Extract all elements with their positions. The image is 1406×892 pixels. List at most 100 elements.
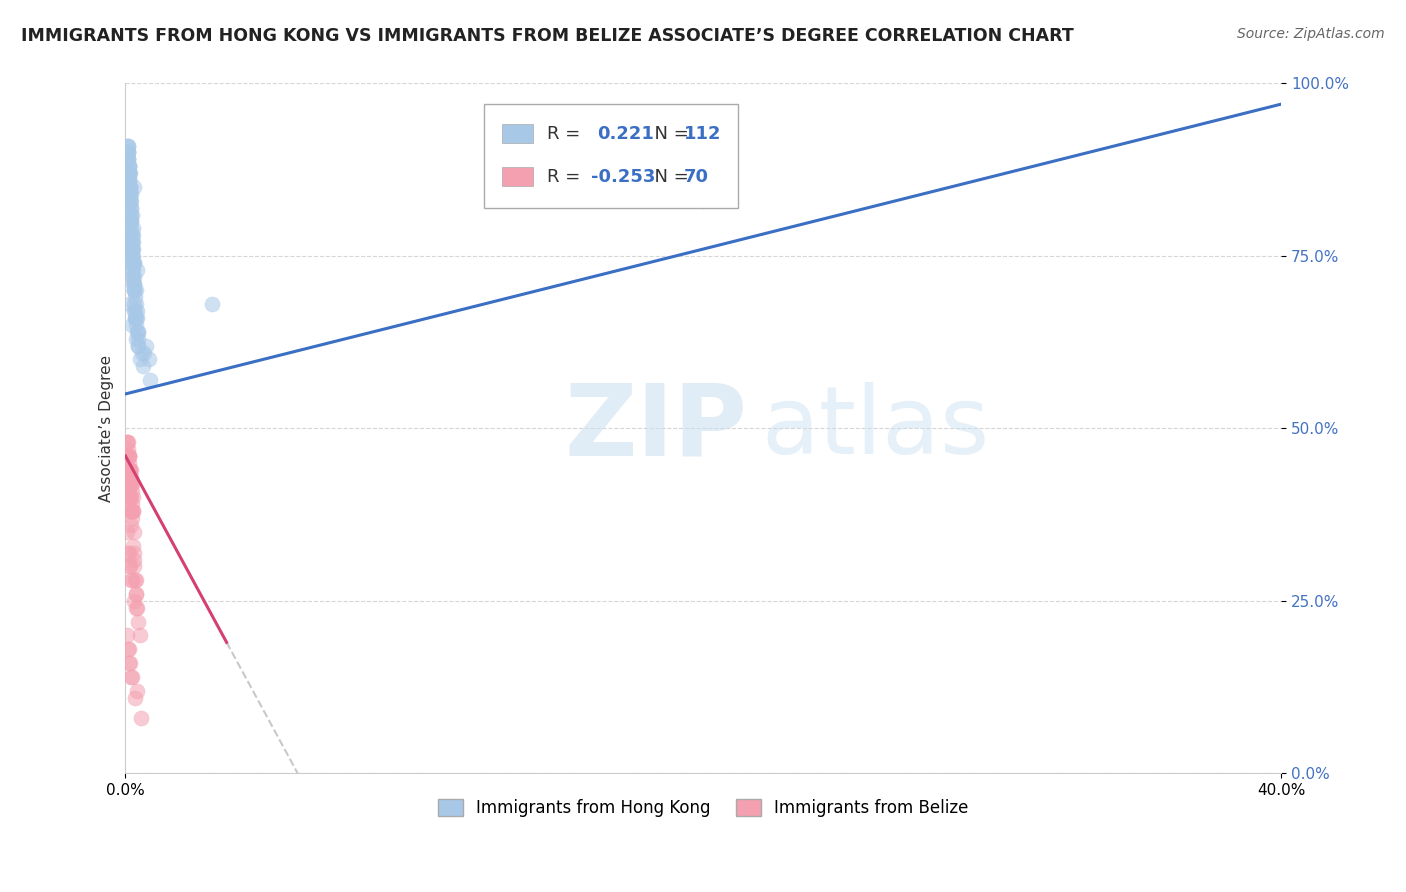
Point (120, 518, 142, 533)
Point (115, 463, 138, 477)
Point (120, 491, 142, 505)
Point (115, 435, 138, 450)
Point (118, 159, 141, 173)
Point (115, 449, 138, 463)
Point (138, 352, 160, 367)
Point (125, 683, 148, 698)
Point (121, 491, 143, 505)
Point (124, 573, 146, 587)
FancyBboxPatch shape (502, 168, 533, 186)
Point (117, 491, 139, 505)
Point (121, 476, 143, 491)
Point (121, 262, 143, 277)
Point (132, 359, 155, 374)
Point (131, 345, 153, 359)
Point (122, 180, 145, 194)
Point (121, 256, 143, 270)
Point (118, 166, 141, 180)
Text: R =: R = (547, 168, 586, 186)
Point (121, 249, 143, 263)
Legend: Immigrants from Hong Kong, Immigrants from Belize: Immigrants from Hong Kong, Immigrants fr… (432, 792, 976, 823)
Point (124, 304, 146, 318)
Point (201, 297, 224, 311)
Point (121, 242, 143, 256)
Point (131, 711, 153, 725)
Point (121, 242, 143, 256)
Point (120, 221, 142, 235)
Point (124, 297, 146, 311)
Point (122, 256, 145, 270)
Point (121, 262, 143, 277)
Point (120, 476, 142, 491)
Point (122, 524, 145, 539)
Point (120, 214, 142, 228)
Text: IMMIGRANTS FROM HONG KONG VS IMMIGRANTS FROM BELIZE ASSOCIATE’S DEGREE CORRELATI: IMMIGRANTS FROM HONG KONG VS IMMIGRANTS … (21, 27, 1074, 45)
Point (120, 208, 142, 222)
Point (127, 615, 149, 629)
Point (121, 573, 143, 587)
Point (120, 573, 142, 587)
Point (120, 670, 142, 684)
Point (117, 145, 139, 160)
Point (117, 242, 139, 256)
Point (120, 201, 142, 215)
Point (118, 504, 141, 518)
Point (117, 138, 139, 153)
Point (118, 214, 141, 228)
Point (122, 277, 145, 291)
Point (118, 559, 141, 574)
Point (117, 476, 139, 491)
Point (127, 311, 149, 326)
Text: R =: R = (547, 125, 592, 143)
Point (117, 145, 139, 160)
Point (118, 173, 141, 187)
Point (122, 256, 145, 270)
Point (120, 186, 142, 201)
Point (121, 504, 143, 518)
Point (118, 186, 141, 201)
Point (118, 463, 141, 477)
Point (121, 242, 143, 256)
Point (118, 159, 141, 173)
Point (121, 208, 143, 222)
Point (118, 456, 141, 470)
Point (117, 463, 139, 477)
Point (117, 138, 139, 153)
Point (115, 628, 138, 642)
Point (117, 435, 139, 450)
Point (122, 235, 145, 249)
Point (122, 277, 145, 291)
Point (129, 352, 152, 367)
Point (121, 242, 143, 256)
FancyBboxPatch shape (484, 104, 738, 208)
Point (120, 228, 142, 243)
Point (124, 290, 146, 304)
Point (121, 504, 143, 518)
Point (120, 201, 142, 215)
Point (125, 600, 148, 615)
Point (118, 476, 141, 491)
Point (115, 524, 138, 539)
Point (121, 235, 143, 249)
Point (692, 194, 714, 208)
Point (120, 469, 142, 483)
Point (118, 173, 141, 187)
Point (127, 332, 149, 346)
Point (118, 546, 141, 560)
Point (122, 277, 145, 291)
Point (124, 311, 146, 326)
Point (117, 138, 139, 153)
Point (118, 166, 141, 180)
Point (124, 311, 146, 326)
Text: 0.221: 0.221 (598, 125, 654, 143)
Point (118, 173, 141, 187)
Point (118, 256, 141, 270)
Point (120, 463, 142, 477)
Point (121, 497, 143, 511)
Point (121, 318, 143, 332)
Point (121, 235, 143, 249)
Text: -0.253: -0.253 (591, 168, 655, 186)
Point (117, 442, 139, 457)
Point (117, 642, 139, 657)
Point (125, 600, 148, 615)
